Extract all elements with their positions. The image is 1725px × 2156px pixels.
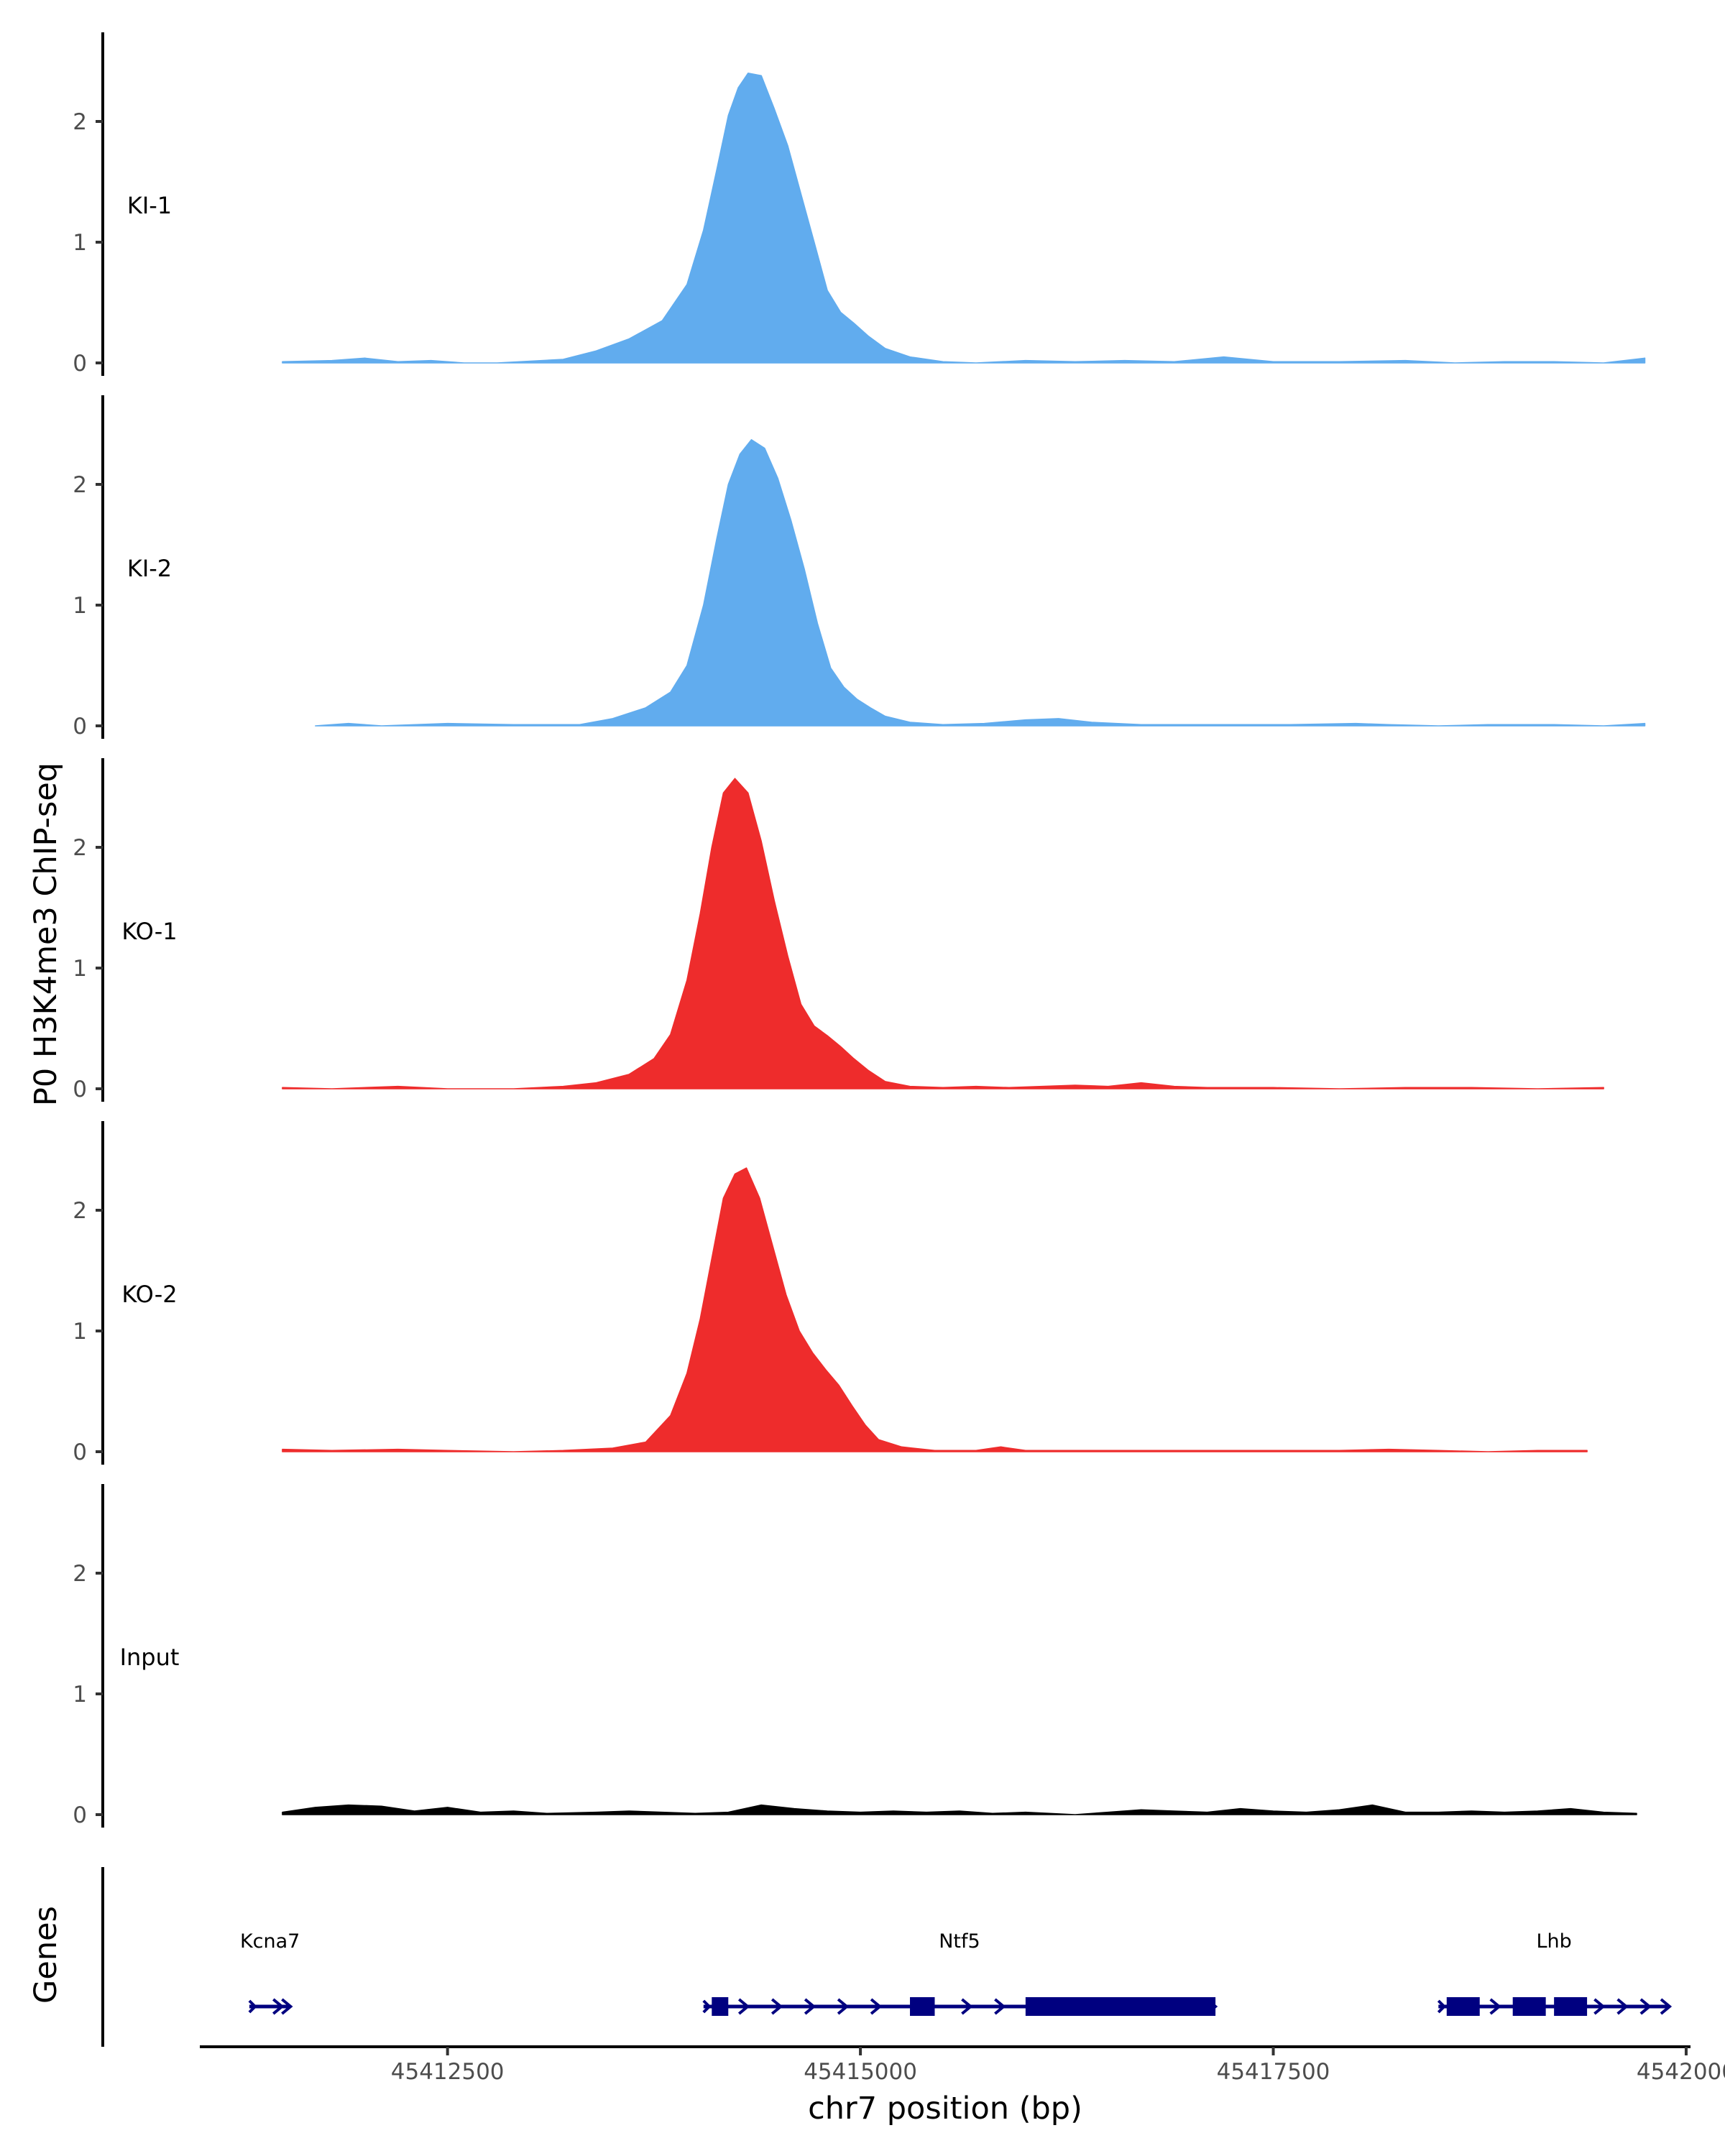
strand-arrow — [770, 1998, 783, 2015]
y-tick-label: 1 — [73, 956, 87, 982]
gene-kcna7: Kcna7 — [240, 1930, 300, 2015]
exon — [1446, 1997, 1480, 2016]
y-tick-label: 1 — [73, 1682, 87, 1708]
strand-arrow — [737, 1998, 750, 2015]
y-tick-label: 1 — [73, 1319, 87, 1345]
gene-lhb: Lhb — [1437, 1930, 1673, 2016]
track-label: KI-2 — [127, 555, 172, 582]
x-axis-title: chr7 position (bp) — [808, 2091, 1082, 2127]
strand-arrow — [248, 1999, 257, 2014]
strand-arrow — [837, 1998, 850, 2015]
track-ki-2: 0 1 2 KI-2 — [73, 395, 1646, 740]
strand-arrow — [281, 1998, 293, 2015]
track-ko-2: 0 1 2 KO-2 — [73, 1121, 1588, 1465]
strand-arrow — [1639, 1998, 1652, 2015]
tracks-layer: 0 1 2 KI-1 0 1 2 KI-2 0 1 2 KO-1 0 1 2 KO-2 0 1 2 Input — [73, 32, 1646, 1828]
track-input: 0 1 2 Input — [73, 1484, 1637, 1828]
gene-label: Ntf5 — [939, 1930, 980, 1953]
track-label: KO-2 — [121, 1281, 177, 1308]
track-ki-1: 0 1 2 KI-1 — [73, 32, 1646, 377]
strand-arrow — [994, 1998, 1006, 2015]
y-axis-title: P0 H3K4me3 ChIP-seq — [28, 763, 64, 1106]
exon — [1554, 1997, 1588, 2016]
strand-arrow — [1660, 1998, 1673, 2015]
signal-area — [282, 1804, 1637, 1815]
x-axis: 45412500 45415000 45417500 4542000 — [200, 2045, 1725, 2085]
y-tick-label: 1 — [73, 230, 87, 256]
exon — [910, 1997, 935, 2016]
strand-arrow — [870, 1998, 883, 2015]
strand-arrow — [804, 1998, 816, 2015]
strand-arrow — [1593, 1998, 1606, 2015]
y-tick-label: 0 — [73, 714, 87, 740]
y-tick-label: 2 — [73, 472, 87, 498]
y-tick-label: 1 — [73, 593, 87, 619]
strand-arrow — [1437, 1999, 1447, 2014]
gene-label: Kcna7 — [240, 1930, 300, 1953]
gene-label: Lhb — [1536, 1930, 1571, 1953]
y-tick-label: 2 — [73, 1561, 87, 1587]
track-label: Input — [120, 1644, 180, 1671]
y-tick-label: 2 — [73, 109, 87, 135]
exon — [1512, 1997, 1546, 2016]
x-tick-label: 4542000 — [1637, 2059, 1725, 2085]
gene-ntf5: Ntf5 — [702, 1930, 1218, 2016]
exon — [1025, 1997, 1216, 2016]
signal-area — [315, 439, 1646, 727]
y-tick-label: 2 — [73, 835, 87, 861]
y-tick-label: 0 — [73, 351, 87, 377]
track-label: KI-1 — [127, 192, 172, 219]
exon — [712, 1997, 729, 2016]
track-ko-1: 0 1 2 KO-1 — [73, 758, 1604, 1102]
strand-arrow — [702, 1999, 712, 2014]
genes-layer: Kcna7 Ntf5 Lhb — [101, 1867, 1673, 2047]
genes-panel-title: Genes — [28, 1906, 64, 2004]
strand-arrow — [1616, 1998, 1629, 2015]
y-tick-label: 0 — [73, 1077, 87, 1102]
y-tick-label: 2 — [73, 1198, 87, 1224]
signal-area — [282, 778, 1604, 1089]
signal-area — [282, 73, 1646, 364]
strand-arrow — [1489, 1998, 1501, 2015]
y-tick-label: 0 — [73, 1439, 87, 1465]
signal-area — [282, 1167, 1588, 1452]
x-tick-label: 45415000 — [804, 2059, 917, 2085]
strand-arrow — [961, 1998, 973, 2015]
x-tick-label: 45417500 — [1217, 2059, 1330, 2085]
y-tick-label: 0 — [73, 1802, 87, 1828]
track-label: KO-1 — [121, 918, 177, 945]
x-tick-label: 45412500 — [391, 2059, 505, 2085]
strand-arrow — [272, 1998, 285, 2015]
